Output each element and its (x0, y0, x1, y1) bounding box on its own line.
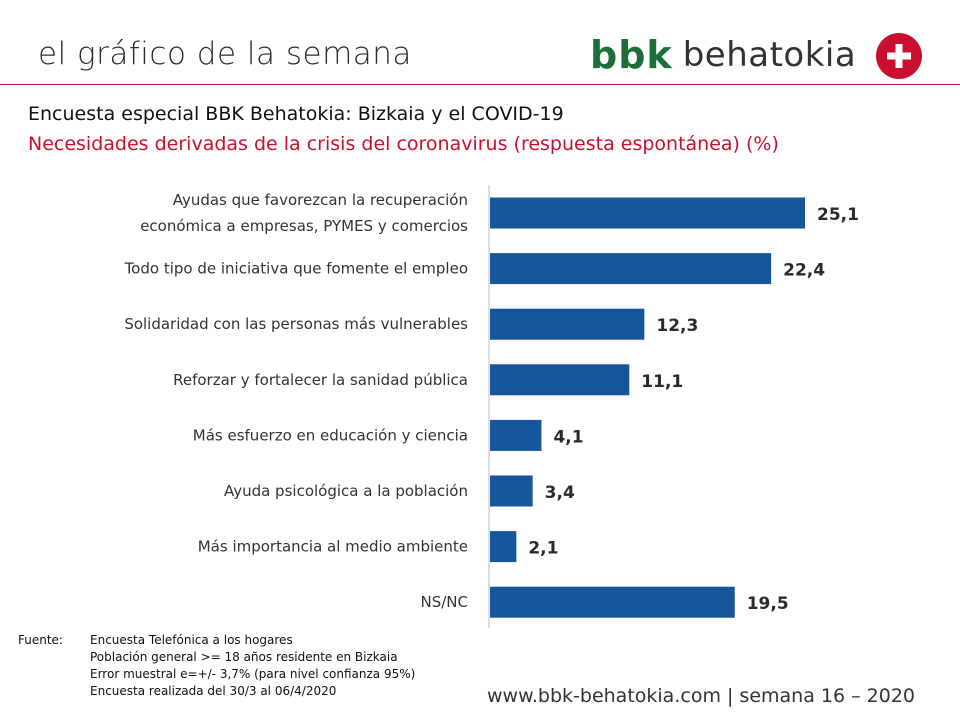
bar (490, 364, 630, 396)
data-label: 4,1 (553, 427, 583, 447)
category-label: Ayudas que favorezcan la recuperación (173, 191, 468, 209)
category-label: Reforzar y fortalecer la sanidad pública (173, 371, 468, 389)
data-label: 19,5 (747, 594, 789, 614)
brand-logo: bbk behatokia (590, 32, 856, 78)
bar (490, 531, 517, 563)
category-label: Más importancia al medio ambiente (198, 538, 468, 556)
logo-bbk-text: bbk (590, 33, 673, 77)
bar (490, 586, 735, 618)
website-link[interactable]: www.bbk-behatokia.com | semana 16 – 2020 (487, 685, 916, 707)
chart-title: Necesidades derivadas de la crisis del c… (28, 133, 779, 155)
source-line: Encuesta Telefónica a los hogares (90, 633, 293, 647)
category-label: Todo tipo de iniciativa que fomente el e… (124, 260, 468, 278)
source-line: Encuesta realizada del 30/3 al 06/4/2020 (90, 684, 337, 698)
page-title: el gráfico de la semana (38, 36, 412, 72)
category-label: Ayuda psicológica a la población (224, 482, 468, 500)
logo-behatokia-text: behatokia (682, 35, 857, 75)
data-label: 22,4 (783, 261, 825, 281)
source-lines: Encuesta Telefónica a los hogares Poblac… (90, 632, 415, 700)
category-label: Más esfuerzo en educación y ciencia (193, 426, 468, 444)
bar (490, 253, 772, 285)
survey-subtitle: Encuesta especial BBK Behatokia: Bizkaia… (28, 103, 564, 125)
data-label: 25,1 (817, 205, 859, 225)
data-label: 11,1 (641, 372, 683, 392)
data-label: 12,3 (656, 316, 698, 336)
category-label: NS/NC (421, 593, 469, 611)
data-label: 3,4 (545, 483, 575, 503)
category-label: económica a empresas, PYMES y comercios (140, 217, 468, 235)
bar (490, 419, 542, 451)
source-line: Población general >= 18 años residente e… (90, 650, 398, 664)
bar (490, 308, 645, 340)
source-label: Fuente: (18, 633, 63, 647)
category-label: Solidaridad con las personas más vulnera… (124, 315, 468, 333)
bar (490, 197, 806, 229)
header-divider (0, 84, 960, 85)
plus-vertical (895, 44, 903, 68)
data-label: 2,1 (528, 539, 558, 559)
plus-circle-icon (876, 33, 922, 79)
bar (490, 475, 533, 507)
source-line: Error muestral e=+/- 3,7% (para nivel co… (90, 667, 416, 681)
